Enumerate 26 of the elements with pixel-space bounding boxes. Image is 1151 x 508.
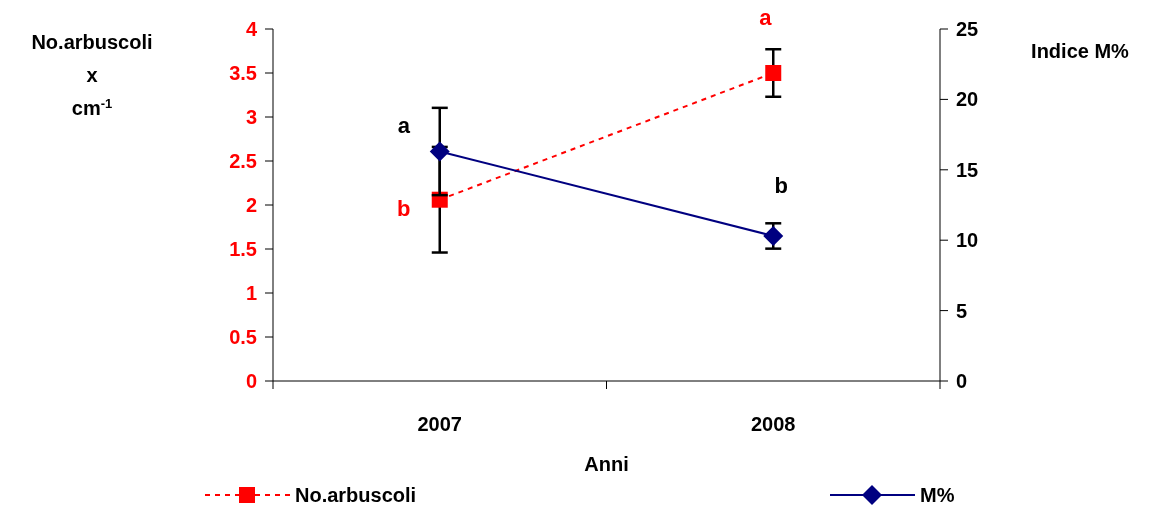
y-tick-label: 0.5: [229, 326, 257, 348]
y-axis-title: No.arbuscoli x cm$^{-1}$: [31, 31, 153, 119]
data-label: b: [774, 173, 788, 199]
y-tick-label: 0: [245, 370, 257, 392]
y2-tick-label: 15: [956, 158, 979, 181]
data-label: a: [759, 5, 773, 31]
data-label: b: [397, 195, 411, 221]
y2-tick-label: 0: [956, 370, 968, 392]
y2-tick-label: 5: [956, 299, 968, 322]
x-tick-label: 2007: [417, 413, 462, 435]
y-tick-label: 1.5: [229, 238, 257, 260]
y-tick-label: 4: [245, 18, 258, 40]
y2-tick-label: 10: [956, 229, 979, 252]
y-tick-label: 2.5: [229, 150, 257, 172]
y-tick-label: 2: [245, 194, 257, 216]
y-tick-label: 1: [245, 282, 257, 304]
legend-label: M%: [920, 484, 955, 506]
x-tick-label: 2008: [751, 413, 796, 435]
y2-tick-label: 25: [956, 18, 979, 40]
legend-label: No.arbuscoli: [295, 484, 417, 506]
y2-tick-label: 20: [956, 88, 979, 111]
y2-axis-title: Indice M%: [1031, 40, 1130, 62]
x-axis-title: Anni: [584, 453, 629, 475]
y-tick-label: 3: [245, 106, 257, 128]
y-tick-label: 3.5: [229, 62, 257, 84]
data-label: a: [397, 113, 411, 139]
